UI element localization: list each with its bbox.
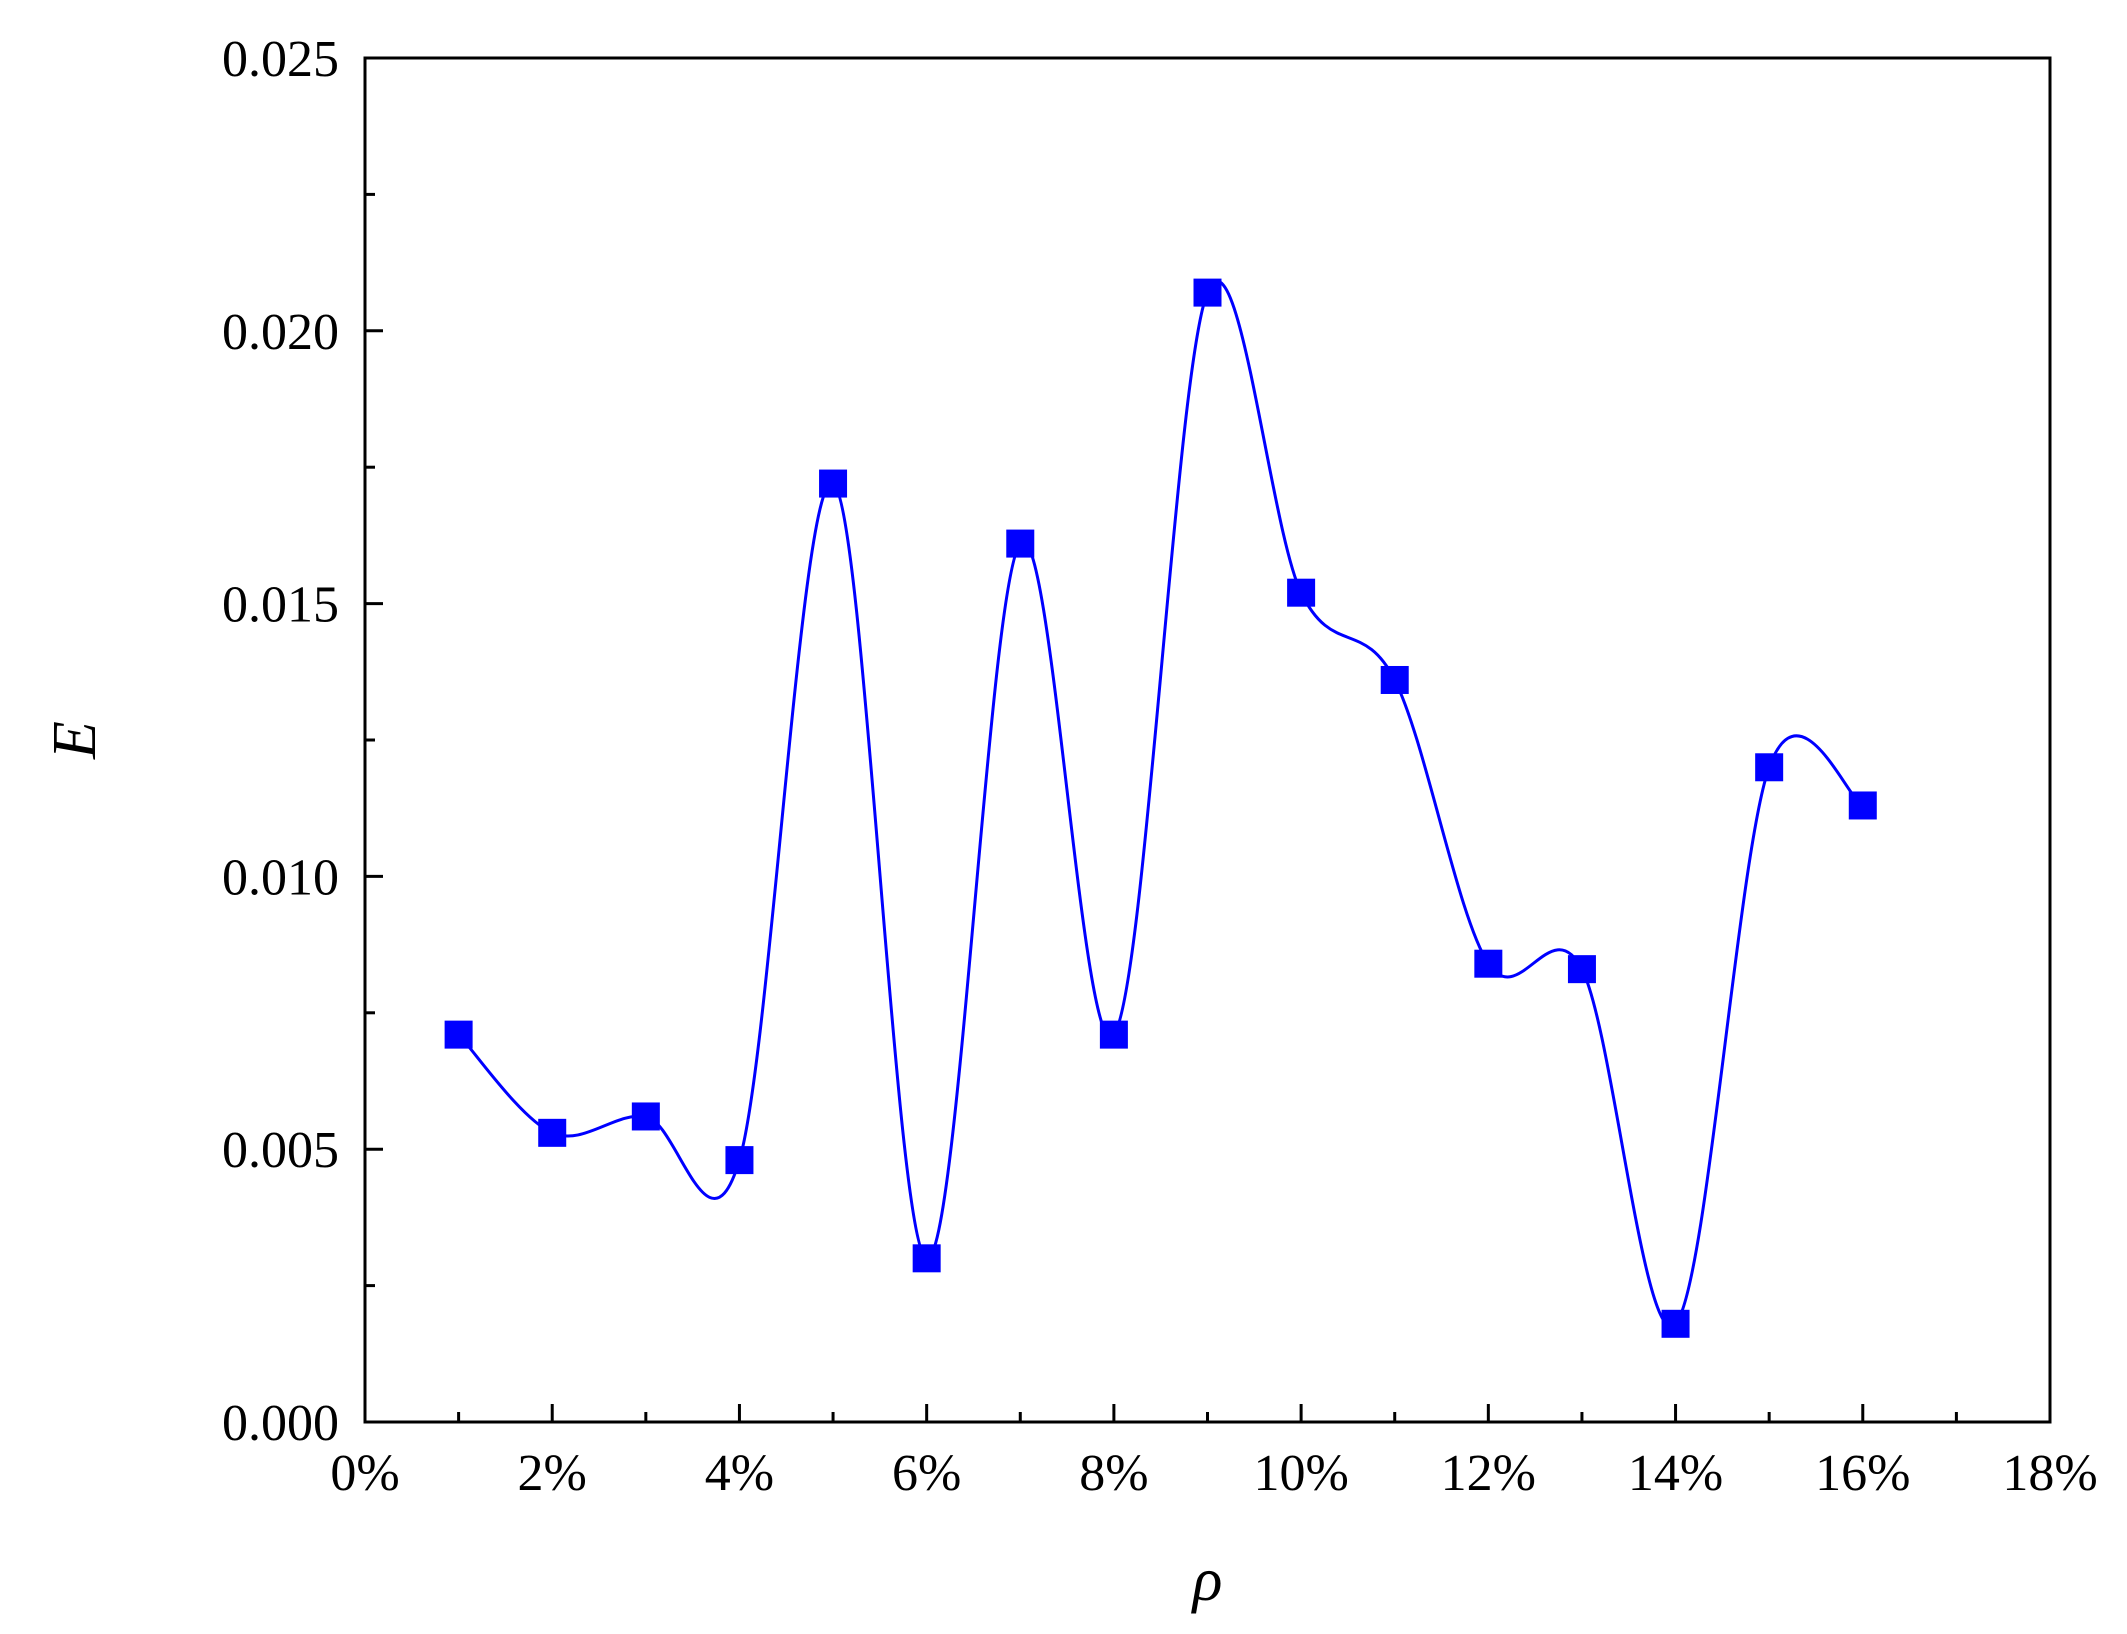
data-point-marker xyxy=(1099,1020,1128,1049)
data-markers-layer xyxy=(444,278,1877,1338)
data-point-marker xyxy=(538,1118,567,1147)
x-tick-label: 18% xyxy=(2002,1445,2097,1502)
data-point-marker xyxy=(819,469,848,498)
x-tick-label: 6% xyxy=(892,1445,961,1502)
data-point-marker xyxy=(1474,949,1503,978)
series-line xyxy=(457,280,1864,1328)
ticks-layer xyxy=(363,56,2052,1424)
plot-frame xyxy=(363,56,2052,1424)
x-axis-title: ρ xyxy=(1191,1546,1223,1614)
data-point-marker xyxy=(1287,578,1316,607)
tick-labels-layer: 0% 2% 4% 6% 8% 10% 12% 14% 16% 18% 0.000 0.005 0.010… xyxy=(222,31,2098,1502)
y-tick-label: 0.025 xyxy=(222,31,339,88)
x-tick-label: 0% xyxy=(330,1445,399,1502)
y-tick-label: 0.000 xyxy=(222,1395,339,1452)
y-axis-title: E xyxy=(41,721,109,760)
y-tick-label: 0.020 xyxy=(222,304,339,361)
x-tick-label: 2% xyxy=(518,1445,587,1502)
data-point-marker xyxy=(1567,955,1596,984)
data-point-marker xyxy=(1193,278,1222,307)
data-point-marker xyxy=(1380,665,1409,694)
x-tick-label: 14% xyxy=(1628,1445,1723,1502)
y-tick-label: 0.005 xyxy=(222,1122,339,1179)
data-point-marker xyxy=(444,1020,473,1049)
x-tick-label: 16% xyxy=(1815,1445,1910,1502)
data-point-marker xyxy=(1661,1309,1690,1338)
data-point-marker xyxy=(1755,753,1784,782)
x-tick-label: 8% xyxy=(1079,1445,1148,1502)
x-tick-label: 10% xyxy=(1253,1445,1348,1502)
data-point-marker xyxy=(1006,529,1035,558)
data-point-marker xyxy=(1848,791,1877,820)
x-tick-label: 12% xyxy=(1441,1445,1536,1502)
data-point-marker xyxy=(631,1102,660,1131)
data-point-marker xyxy=(725,1146,754,1175)
x-tick-label: 4% xyxy=(705,1445,774,1502)
y-tick-label: 0.010 xyxy=(222,849,339,906)
data-point-marker xyxy=(912,1244,941,1273)
y-tick-label: 0.015 xyxy=(222,577,339,634)
